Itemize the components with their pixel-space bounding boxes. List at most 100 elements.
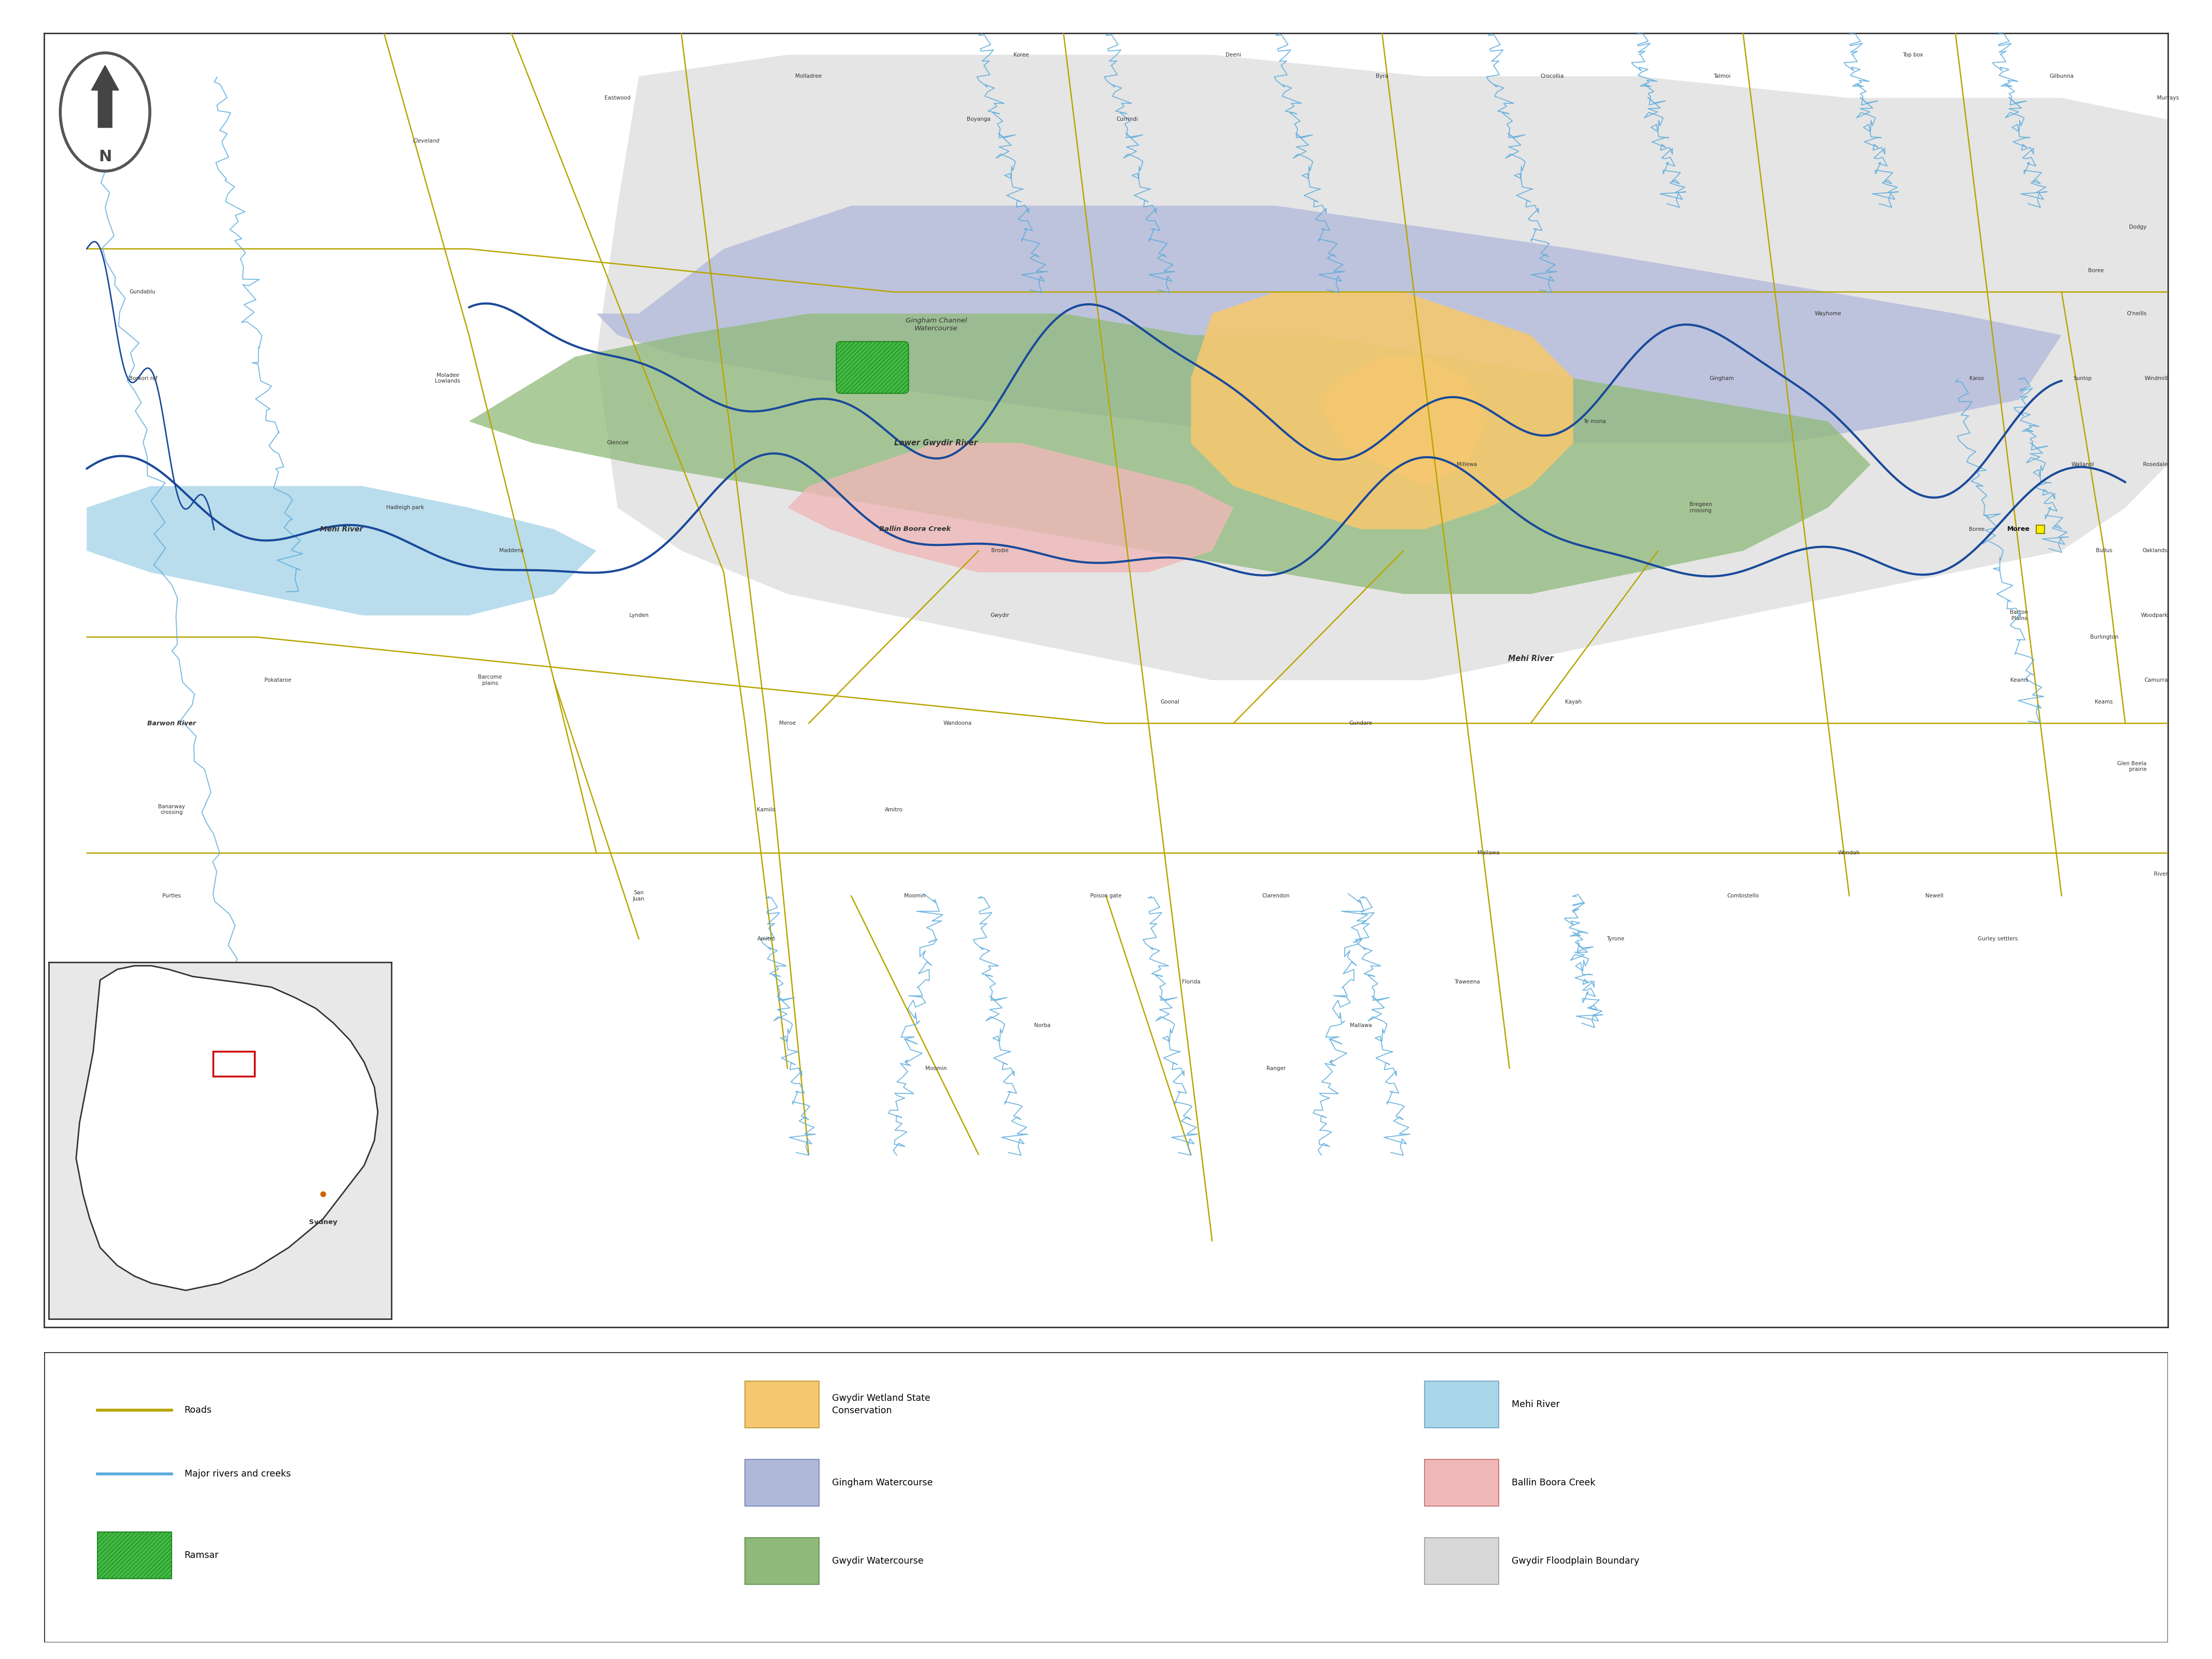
Text: Newell: Newell (1924, 893, 1944, 899)
Text: Boree: Boree (2088, 267, 2104, 274)
Text: Gwydir: Gwydir (991, 612, 1009, 619)
Text: Dodgy: Dodgy (2128, 224, 2146, 231)
Polygon shape (597, 206, 2062, 443)
Text: Keams: Keams (2011, 677, 2028, 684)
Text: Windmill: Windmill (2143, 375, 2168, 382)
Text: Banarway
crossing: Banarway crossing (159, 805, 186, 815)
Polygon shape (469, 314, 1871, 594)
Bar (1425, 1380, 1500, 1427)
Text: Sydney: Sydney (310, 1219, 336, 1226)
Text: Deeni: Deeni (1225, 51, 1241, 58)
Text: Molladree: Molladree (796, 73, 823, 80)
Text: Major rivers and creeks: Major rivers and creeks (184, 1470, 290, 1478)
Text: Gingham Watercourse: Gingham Watercourse (832, 1478, 933, 1488)
Text: Moree: Moree (2006, 526, 2031, 533)
Text: Lynden: Lynden (628, 612, 648, 619)
Bar (1425, 1460, 1500, 1506)
Text: Clarendon: Clarendon (1263, 893, 1290, 899)
Text: Camurra: Camurra (2143, 677, 2168, 684)
Text: Gingham: Gingham (1710, 375, 1734, 382)
Text: Combistello: Combistello (1728, 893, 1759, 899)
Text: Pokataroe: Pokataroe (265, 677, 292, 684)
Text: Moladee
Lowlands: Moladee Lowlands (436, 373, 460, 383)
Text: Roads: Roads (184, 1405, 212, 1415)
Text: Amitro: Amitro (757, 936, 774, 942)
Text: Murrays: Murrays (2157, 95, 2179, 101)
FancyBboxPatch shape (836, 342, 909, 393)
Text: Mehi River: Mehi River (321, 526, 363, 533)
Text: Gwydir Floodplain Boundary: Gwydir Floodplain Boundary (1511, 1556, 1639, 1566)
Text: Eastwood: Eastwood (604, 95, 630, 101)
Text: Mehi River: Mehi River (1509, 655, 1553, 662)
Text: Florida: Florida (1181, 979, 1201, 985)
Text: Wayhome: Wayhome (1814, 310, 1840, 317)
Polygon shape (1318, 357, 1489, 486)
Text: Purtles: Purtles (161, 893, 181, 899)
Text: Oaklands: Oaklands (2143, 547, 2168, 554)
Text: O'neills: O'neills (2126, 310, 2146, 317)
Text: Norba: Norba (1035, 1022, 1051, 1029)
Text: Traweena: Traweena (1453, 979, 1480, 985)
Text: Mallawa: Mallawa (1478, 849, 1500, 856)
FancyArrow shape (91, 65, 119, 128)
Text: Ballin Boora Creek: Ballin Boora Creek (1511, 1478, 1595, 1488)
Text: Gwydir Wetland State
Conservation: Gwydir Wetland State Conservation (832, 1394, 931, 1415)
Text: Byra: Byra (1376, 73, 1389, 80)
Text: Cleveland: Cleveland (414, 138, 440, 144)
Text: Glencoe: Glencoe (606, 440, 628, 446)
Text: Borkori ref: Borkori ref (128, 375, 157, 382)
Text: Moomin: Moomin (925, 1065, 947, 1072)
Text: Gilbunna: Gilbunna (2048, 73, 2075, 80)
Polygon shape (75, 966, 378, 1291)
Text: Kaiso: Kaiso (1969, 375, 1984, 382)
Text: Mehi River: Mehi River (1511, 1400, 1559, 1408)
Text: Gundablu: Gundablu (128, 289, 155, 295)
Text: Keams: Keams (2095, 698, 2112, 705)
Text: Barton
Plains: Barton Plains (2011, 611, 2028, 620)
Text: San
Juan: San Juan (633, 891, 644, 901)
Text: Kayah: Kayah (1564, 698, 1582, 705)
Text: Boyanga: Boyanga (967, 116, 991, 123)
Bar (745, 1460, 818, 1506)
Text: Meroe: Meroe (779, 720, 796, 727)
Text: N: N (100, 149, 111, 164)
Text: Lower Gwydir River: Lower Gwydir River (894, 440, 978, 446)
Polygon shape (1190, 292, 1573, 529)
Text: Crocollia: Crocollia (1540, 73, 1564, 80)
Text: Burlington: Burlington (2090, 634, 2119, 640)
Text: River: River (2154, 871, 2168, 878)
Ellipse shape (60, 53, 150, 171)
Text: Millewa: Millewa (1458, 461, 1478, 468)
Text: Moomin: Moomin (905, 893, 925, 899)
Text: Gundare: Gundare (1349, 720, 1371, 727)
Text: Woodpark: Woodpark (2141, 612, 2168, 619)
Text: Sunlop: Sunlop (2073, 375, 2093, 382)
Text: Gingham Channel
Watercourse: Gingham Channel Watercourse (905, 317, 967, 332)
Text: Wallanol: Wallanol (2070, 461, 2095, 468)
Bar (1425, 1538, 1500, 1584)
Bar (745, 1380, 818, 1427)
Polygon shape (597, 55, 2168, 680)
Text: Boree: Boree (1969, 526, 1984, 533)
Text: Top box: Top box (1902, 51, 1922, 58)
Text: Tyrone: Tyrone (1606, 936, 1624, 942)
Text: Ramsar: Ramsar (184, 1551, 219, 1559)
Text: Goonal: Goonal (1159, 698, 1179, 705)
Text: Ballin Boora Creek: Ballin Boora Creek (878, 526, 951, 533)
Bar (212, 1052, 254, 1077)
Text: Talmoi: Talmoi (1712, 73, 1730, 80)
Text: Amitro: Amitro (885, 806, 902, 813)
Text: Barwon River: Barwon River (148, 720, 197, 727)
Text: Koree: Koree (1013, 51, 1029, 58)
Bar (745, 1538, 818, 1584)
Text: Barcome
plains: Barcome plains (478, 675, 502, 685)
Text: Wondah: Wondah (1838, 849, 1860, 856)
Text: Currindi: Currindi (1117, 116, 1139, 123)
Text: Kamilo: Kamilo (757, 806, 776, 813)
Text: Wandoona: Wandoona (942, 720, 971, 727)
Polygon shape (787, 443, 1234, 572)
Text: Glen Beela
prairie: Glen Beela prairie (2117, 761, 2146, 771)
Text: Gurley settlers: Gurley settlers (1978, 936, 2017, 942)
Text: Te mona: Te mona (1584, 418, 1606, 425)
Bar (97, 1533, 173, 1579)
